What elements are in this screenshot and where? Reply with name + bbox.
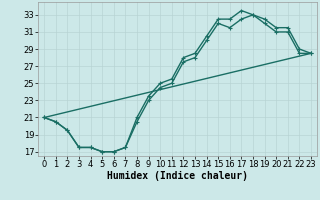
X-axis label: Humidex (Indice chaleur): Humidex (Indice chaleur) [107,171,248,181]
